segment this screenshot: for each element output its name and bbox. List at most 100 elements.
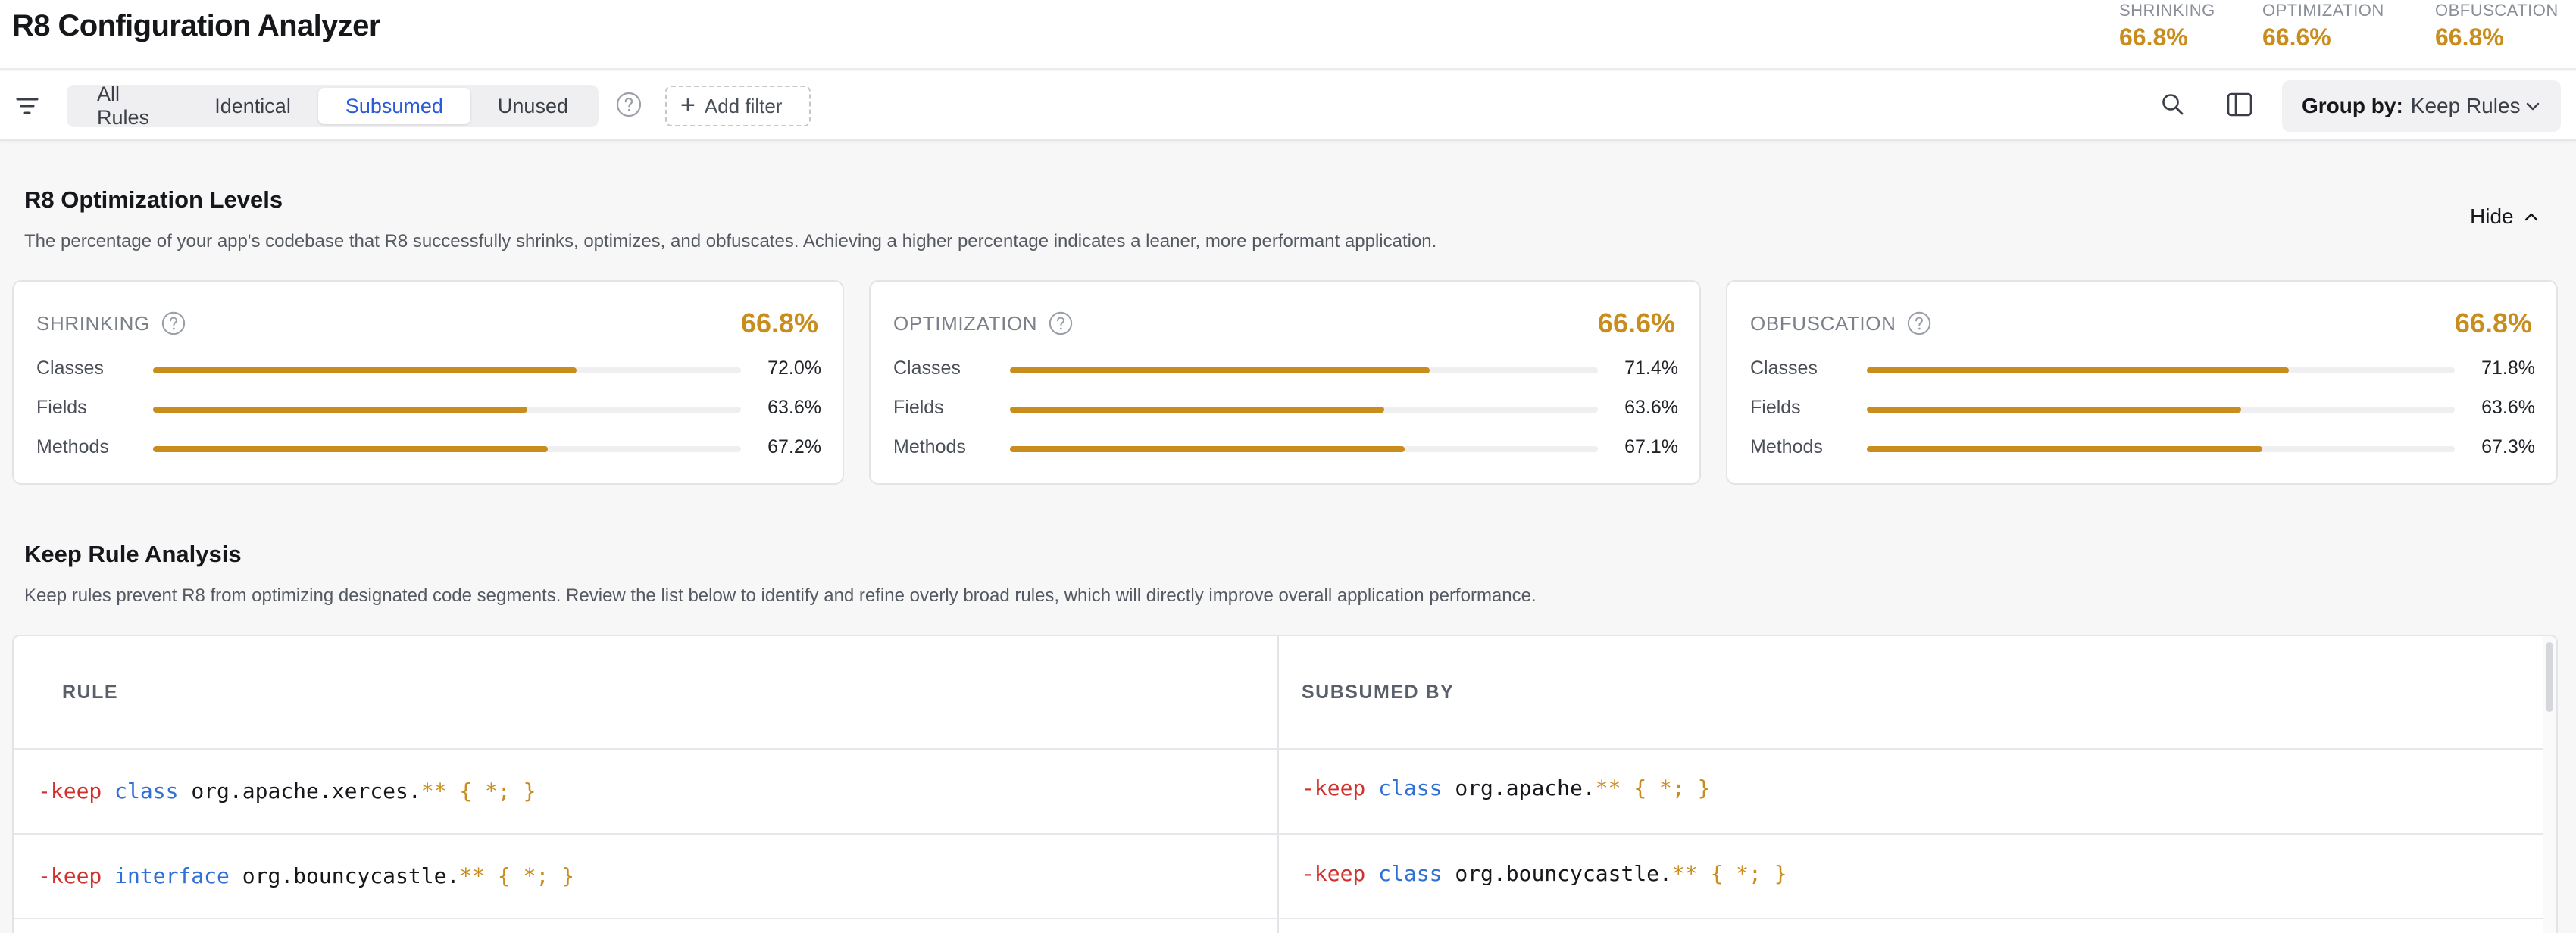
tab-identical[interactable]: Identical xyxy=(214,94,291,117)
keep-rules-title: Keep Rule Analysis xyxy=(24,541,242,567)
keep-rules-table: RULE SUBSUMED BY -keep class org.apache.… xyxy=(12,635,2558,933)
row-divider xyxy=(14,833,2544,835)
optimization-card: OPTIMIZATION 66.6% Classes 71.4% Fields … xyxy=(869,280,1701,485)
tab-unused[interactable]: Unused xyxy=(497,94,568,117)
column-header-subsumed-by[interactable]: SUBSUMED BY xyxy=(1302,682,1455,703)
header-metric-label: OPTIMIZATION xyxy=(2262,1,2384,20)
group-by-value: Keep Rules xyxy=(2410,94,2521,117)
add-filter-button[interactable]: + Add filter xyxy=(665,86,811,126)
progress-track xyxy=(1010,446,1598,452)
rule-filter-tabs: All Rules Identical Subsumed Unused xyxy=(67,83,599,129)
help-icon[interactable] xyxy=(1906,310,1932,336)
optimization-description: The percentage of your app's codebase th… xyxy=(24,231,1437,251)
progress-track xyxy=(1010,407,1598,413)
chevron-down-icon xyxy=(2526,102,2540,111)
metric-label: Classes xyxy=(1750,357,1818,379)
header-metric-obfuscation: OBFUSCATION 66.8% xyxy=(2435,0,2559,51)
rule-type: class xyxy=(1378,861,1443,886)
group-by-dropdown[interactable]: Group by: Keep Rules xyxy=(2282,80,2561,132)
rule-keyword: -keep xyxy=(1302,861,1366,886)
card-header: SHRINKING xyxy=(36,310,186,336)
rule-type: interface xyxy=(114,863,230,888)
rule-keyword: -keep xyxy=(38,863,102,888)
progress-fill xyxy=(153,446,549,452)
metric-row-fields: Fields 63.6% xyxy=(893,394,1678,424)
metric-value: 63.6% xyxy=(767,397,821,418)
card-label: OBFUSCATION xyxy=(1750,311,1896,335)
hide-button[interactable]: Hide xyxy=(2470,204,2540,229)
app-title: R8 Configuration Analyzer xyxy=(12,9,380,42)
table-scrollbar[interactable] xyxy=(2543,636,2556,933)
rule-package: org.apache. xyxy=(1455,775,1596,800)
shrinking-card: SHRINKING 66.8% Classes 72.0% Fields 63.… xyxy=(12,280,844,485)
subsumed-by-cell[interactable]: -keep class org.apache.** { *; } xyxy=(1302,775,1710,800)
toolbar: All Rules Identical Subsumed Unused + Ad… xyxy=(0,71,2576,141)
chevron-up-icon xyxy=(2524,213,2537,221)
progress-fill xyxy=(1010,407,1384,413)
card-percentage: 66.6% xyxy=(1597,307,1675,339)
progress-track xyxy=(1867,367,2455,373)
app-header: R8 Configuration Analyzer SHRINKING 66.8… xyxy=(0,0,2576,70)
metric-value: 71.4% xyxy=(1624,357,1678,379)
scrollbar-thumb[interactable] xyxy=(2546,642,2553,712)
header-metric-value: 66.8% xyxy=(2119,23,2188,51)
progress-fill xyxy=(1867,407,2241,413)
header-divider xyxy=(14,748,2544,750)
subsumed-by-cell[interactable]: -keep class org.bouncycastle.** { *; } xyxy=(1302,861,1787,886)
metric-row-methods: Methods 67.2% xyxy=(36,433,821,463)
rule-glob: ** { *; } xyxy=(420,779,536,804)
metric-value: 63.6% xyxy=(1624,397,1678,418)
header-metric-value: 66.8% xyxy=(2435,23,2504,51)
metric-value: 71.8% xyxy=(2481,357,2535,379)
plus-icon: + xyxy=(680,90,696,120)
metric-label: Classes xyxy=(36,357,104,379)
panel-icon[interactable] xyxy=(2224,89,2255,120)
header-metric-label: OBFUSCATION xyxy=(2435,1,2559,20)
metric-row-classes: Classes 72.0% xyxy=(36,354,821,385)
column-header-rule[interactable]: RULE xyxy=(62,682,119,703)
metric-label: Methods xyxy=(893,436,966,457)
metric-row-classes: Classes 71.4% xyxy=(893,354,1678,385)
progress-track xyxy=(153,407,741,413)
progress-fill xyxy=(1867,367,2290,373)
rule-package: org.apache.xerces. xyxy=(191,779,421,804)
rule-package: org.bouncycastle. xyxy=(242,863,460,888)
progress-fill xyxy=(153,407,527,413)
help-icon[interactable] xyxy=(615,91,642,118)
metric-label: Fields xyxy=(893,397,944,418)
card-percentage: 66.8% xyxy=(2454,307,2532,339)
help-icon[interactable] xyxy=(161,310,186,336)
metric-value: 72.0% xyxy=(767,357,821,379)
filter-icon[interactable] xyxy=(14,92,41,120)
search-icon[interactable] xyxy=(2159,91,2187,118)
obfuscation-card: OBFUSCATION 66.8% Classes 71.8% Fields 6… xyxy=(1726,280,2558,485)
header-metric-label: SHRINKING xyxy=(2119,1,2215,20)
metric-value: 67.2% xyxy=(767,436,821,457)
progress-track xyxy=(1867,446,2455,452)
header-metric-optimization: OPTIMIZATION 66.6% xyxy=(2262,0,2384,51)
tab-subsumed[interactable]: Subsumed xyxy=(317,88,470,124)
keep-rules-description: Keep rules prevent R8 from optimizing de… xyxy=(24,585,1537,606)
rule-package: org.bouncycastle. xyxy=(1455,861,1672,886)
column-divider xyxy=(1277,636,1279,933)
rule-glob: ** { *; } xyxy=(1595,775,1711,800)
metric-row-classes: Classes 71.8% xyxy=(1750,354,2535,385)
rule-cell[interactable]: -keep class org.apache.xerces.** { *; } xyxy=(38,779,536,804)
rule-glob: ** { *; } xyxy=(459,863,575,888)
progress-track xyxy=(153,446,741,452)
metric-label: Fields xyxy=(1750,397,1801,418)
rule-keyword: -keep xyxy=(1302,775,1366,800)
progress-track xyxy=(1010,367,1598,373)
tab-all-rules[interactable]: All Rules xyxy=(97,83,150,129)
metric-label: Methods xyxy=(36,436,109,457)
header-metric-value: 66.6% xyxy=(2262,23,2331,51)
metric-row-methods: Methods 67.1% xyxy=(893,433,1678,463)
metric-label: Methods xyxy=(1750,436,1823,457)
progress-fill xyxy=(1867,446,2263,452)
help-icon[interactable] xyxy=(1048,310,1074,336)
rule-keyword: -keep xyxy=(38,779,102,804)
rule-cell[interactable]: -keep interface org.bouncycastle.** { *;… xyxy=(38,863,574,888)
card-label: OPTIMIZATION xyxy=(893,311,1038,335)
group-by-label: Group by: xyxy=(2302,94,2403,117)
metric-row-fields: Fields 63.6% xyxy=(1750,394,2535,424)
